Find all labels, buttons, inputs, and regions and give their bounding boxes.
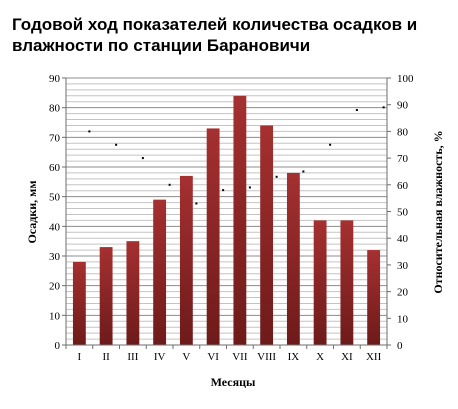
humidity-point	[248, 186, 251, 189]
humidity-point	[168, 183, 171, 186]
bar	[313, 220, 327, 345]
tick-labels: 0 10 20 30 40 50 60 70 80 90 0 10 20 30 40 50 60 70 80 90 10…	[49, 73, 414, 363]
humidity-point	[355, 109, 358, 112]
y-tick-label: 50	[49, 192, 61, 204]
humidity-point	[141, 157, 144, 160]
x-tick-label: XI	[341, 351, 353, 363]
y-tick-label: 20	[49, 281, 61, 293]
y2-tick-label: 60	[397, 180, 409, 192]
humidity-point	[302, 170, 305, 173]
y2-tick-label: 40	[397, 233, 409, 245]
y-axis-title: Осадки, мм	[25, 180, 39, 243]
x-tick-label: IV	[154, 351, 166, 363]
y-tick-label: 30	[49, 251, 61, 263]
x-tick-label: VI	[207, 351, 219, 363]
bar	[72, 261, 86, 345]
humidity-point	[115, 143, 118, 146]
bar	[99, 247, 113, 345]
humidity-point	[275, 175, 278, 178]
y2-tick-label: 70	[397, 153, 409, 165]
humidity-point	[195, 202, 198, 205]
humidity-point	[88, 130, 91, 133]
x-tick-label: VIII	[257, 351, 276, 363]
humidity-point	[222, 189, 225, 192]
y2-tick-label: 0	[397, 340, 403, 352]
y-tick-label: 70	[49, 132, 61, 144]
bar	[367, 250, 381, 345]
y2-axis-title: Относительная влажность, %	[431, 130, 445, 293]
humidity-point	[329, 143, 332, 146]
humidity-point	[382, 106, 385, 109]
x-tick-label: XII	[366, 351, 382, 363]
y2-tick-label: 80	[397, 126, 409, 138]
y2-tick-label: 90	[397, 100, 409, 112]
bar	[126, 241, 140, 345]
y2-tick-label: 20	[397, 287, 409, 299]
y-tick-label: 80	[49, 103, 61, 115]
axes	[62, 77, 391, 349]
chart-title: Годовой ход показателей количества осадк…	[12, 15, 418, 55]
humidity-points	[88, 106, 385, 205]
y-tick-label: 10	[49, 310, 61, 322]
y-tick-label: 90	[49, 73, 61, 85]
x-tick-label: II	[102, 351, 110, 363]
x-tick-label: VII	[232, 351, 248, 363]
grid-lines	[66, 77, 387, 346]
bar	[233, 95, 247, 345]
y2-tick-label: 10	[397, 313, 409, 325]
bar	[286, 172, 300, 345]
x-axis-title: Месяцы	[211, 375, 256, 389]
bar	[340, 220, 354, 345]
y-tick-label: 40	[49, 221, 61, 233]
y2-tick-label: 50	[397, 207, 409, 219]
x-tick-label: X	[316, 351, 324, 363]
y2-tick-label: 30	[397, 260, 409, 272]
bar	[206, 128, 220, 345]
bar	[153, 199, 167, 345]
x-tick-label: III	[127, 351, 138, 363]
x-tick-label: IX	[288, 351, 300, 363]
y2-tick-label: 100	[397, 73, 414, 85]
bar	[260, 125, 274, 345]
bar	[179, 175, 193, 345]
x-tick-label: V	[182, 351, 190, 363]
y-tick-label: 0	[55, 340, 61, 352]
x-tick-label: I	[78, 351, 82, 363]
bar-series	[72, 95, 381, 345]
y-tick-label: 60	[49, 162, 61, 174]
